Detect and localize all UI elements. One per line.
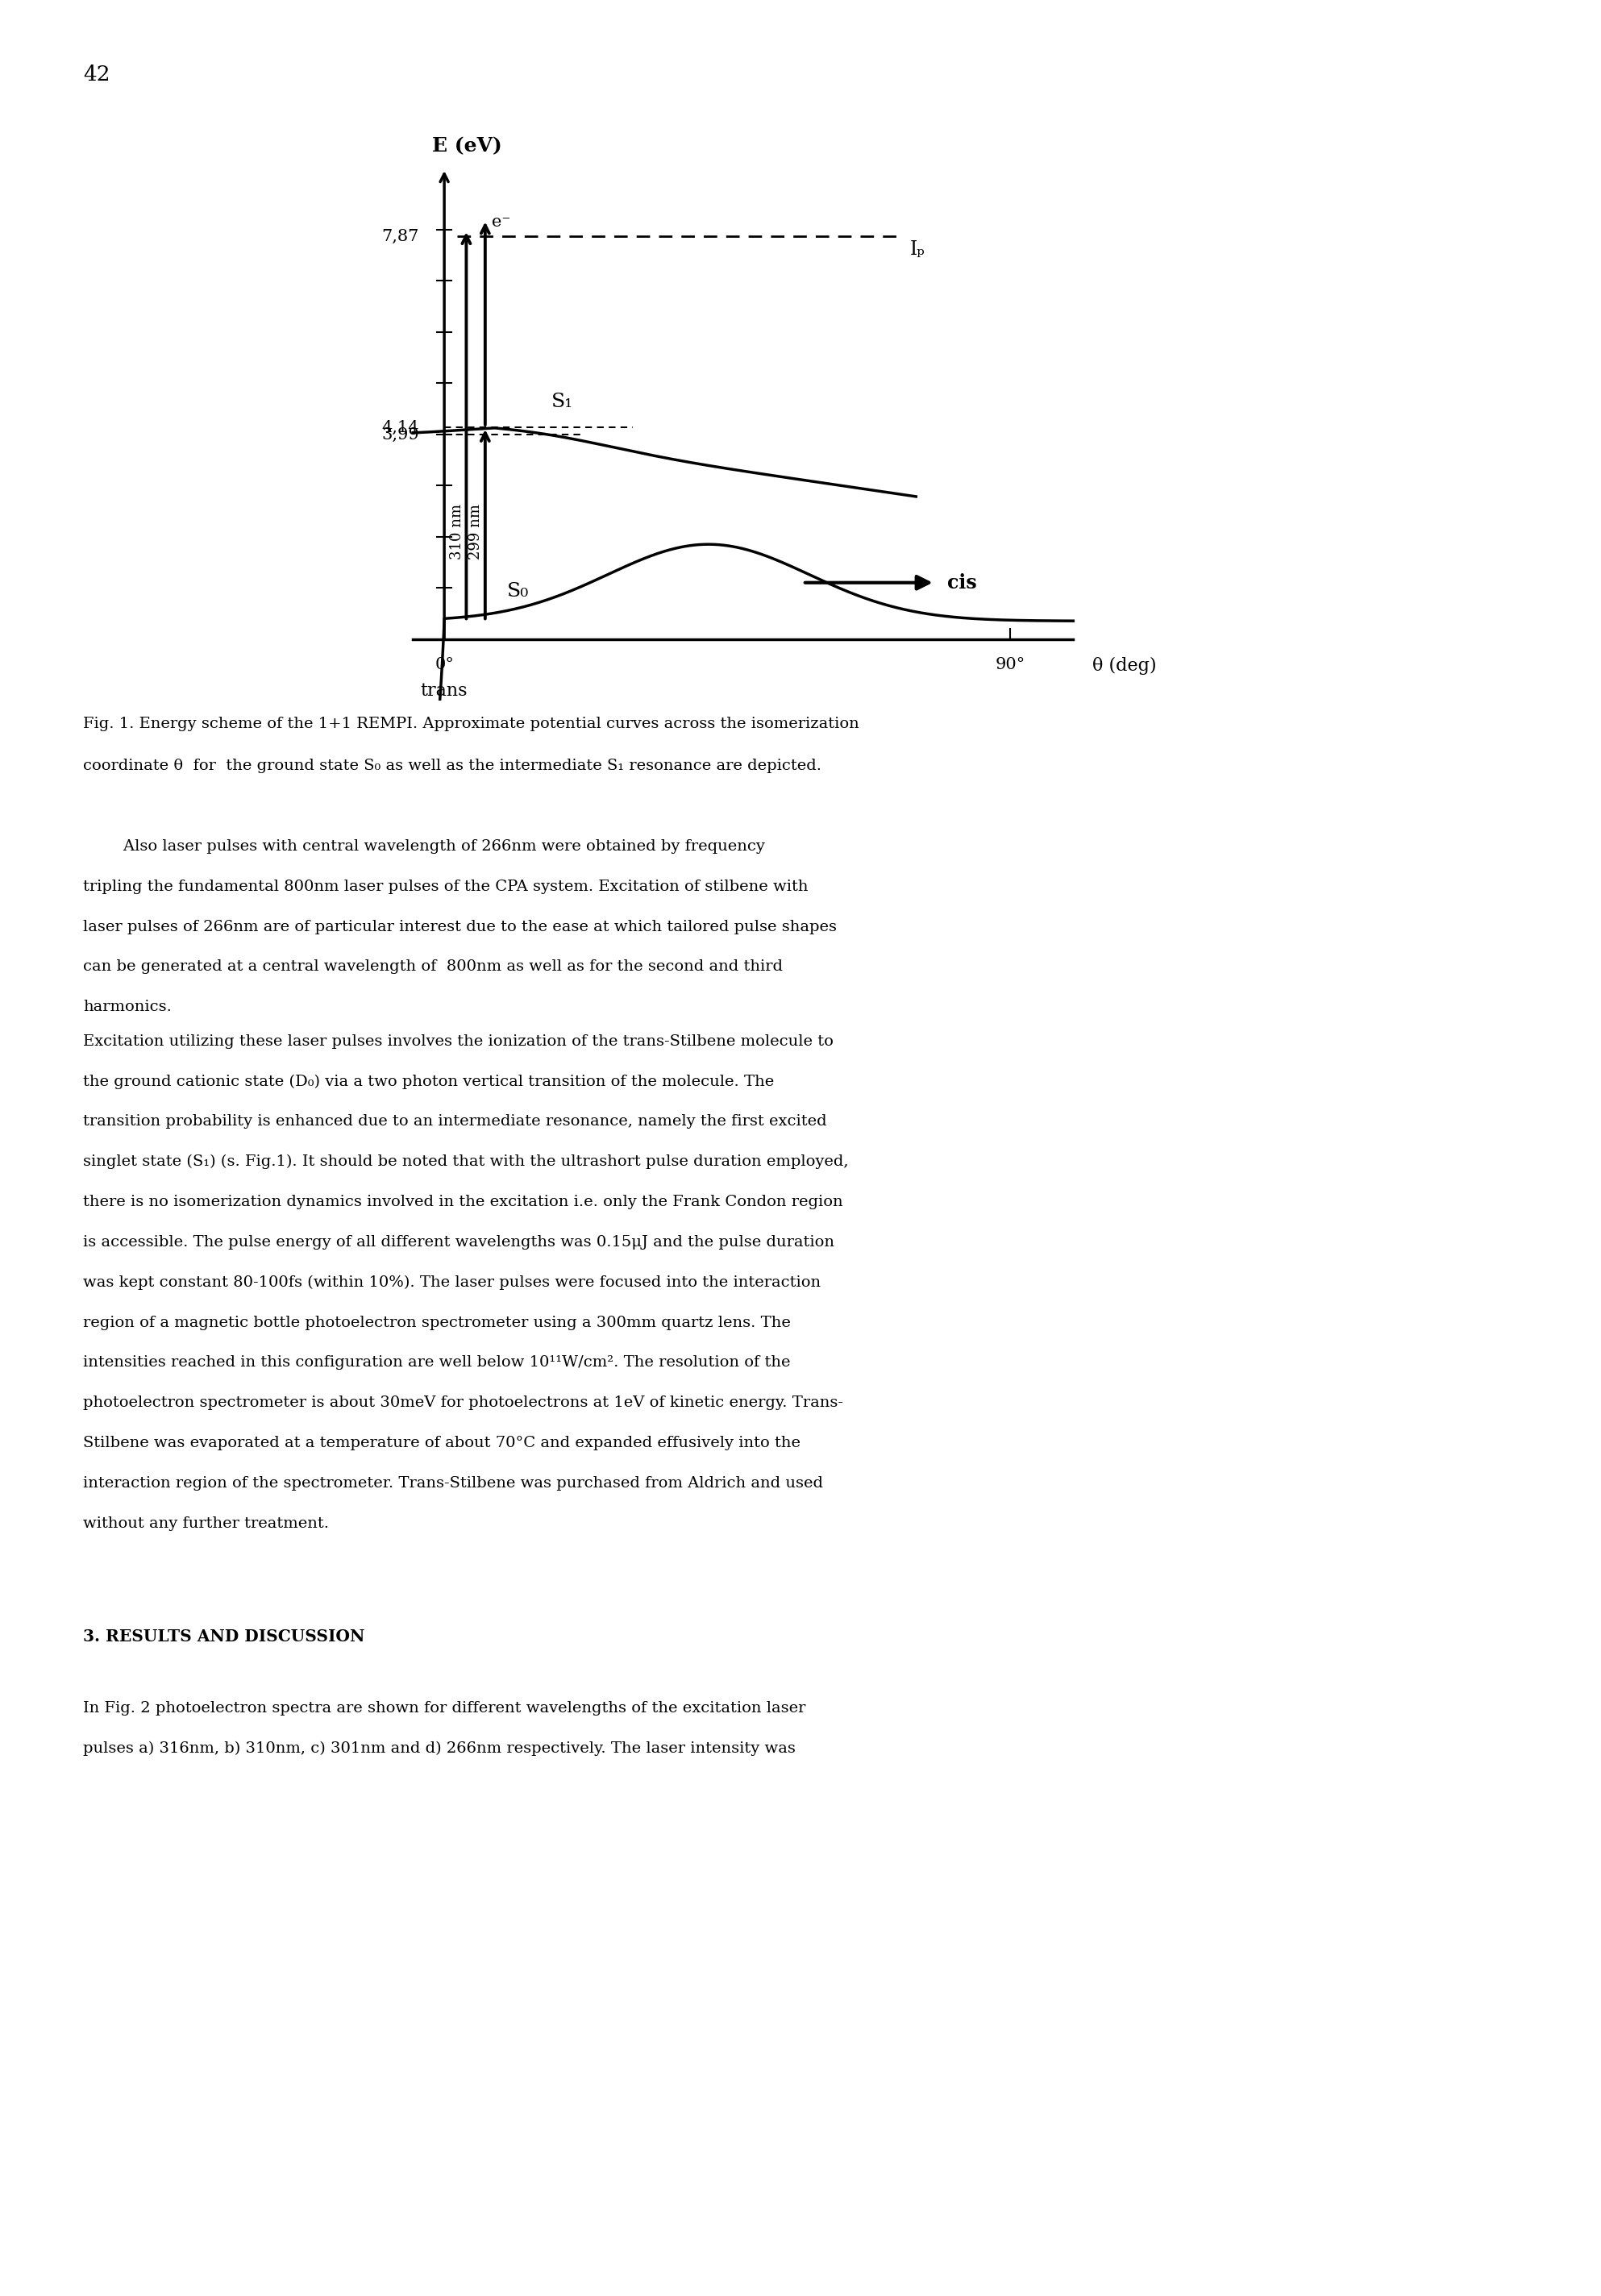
Text: is accessible. The pulse energy of all different wavelengths was 0.15μJ and the : is accessible. The pulse energy of all d… — [83, 1235, 834, 1249]
Text: region of a magnetic bottle photoelectron spectrometer using a 300mm quartz lens: region of a magnetic bottle photoelectro… — [83, 1316, 791, 1329]
Text: Fig. 1. Energy scheme of the 1+1 REMPI. Approximate potential curves across the : Fig. 1. Energy scheme of the 1+1 REMPI. … — [83, 716, 860, 730]
Text: intensities reached in this configuration are well below 10¹¹W/cm². The resoluti: intensities reached in this configuratio… — [83, 1355, 791, 1371]
Text: 310 nm: 310 nm — [450, 503, 464, 560]
Text: 0°: 0° — [434, 657, 455, 673]
Text: singlet state (S₁) (s. Fig.1). It should be noted that with the ultrashort pulse: singlet state (S₁) (s. Fig.1). It should… — [83, 1155, 849, 1169]
Text: Also laser pulses with central wavelength of 266nm were obtained by frequency: Also laser pulses with central wavelengt… — [83, 840, 765, 854]
Text: harmonics.: harmonics. — [83, 1001, 171, 1015]
Text: pulses a) 316nm, b) 310nm, c) 301nm and d) 266nm respectively. The laser intensi: pulses a) 316nm, b) 310nm, c) 301nm and … — [83, 1740, 796, 1756]
Text: tripling the fundamental 800nm laser pulses of the CPA system. Excitation of sti: tripling the fundamental 800nm laser pul… — [83, 879, 809, 893]
Text: interaction region of the spectrometer. Trans-Stilbene was purchased from Aldric: interaction region of the spectrometer. … — [83, 1476, 823, 1490]
Text: the ground cationic state (D₀) via a two photon vertical transition of the molec: the ground cationic state (D₀) via a two… — [83, 1075, 775, 1088]
Text: 3,99: 3,99 — [381, 427, 419, 443]
Text: cis: cis — [948, 574, 977, 592]
Text: was kept constant 80-100fs (within 10%). The laser pulses were focused into the : was kept constant 80-100fs (within 10%).… — [83, 1274, 821, 1290]
Text: transition probability is enhanced due to an intermediate resonance, namely the : transition probability is enhanced due t… — [83, 1114, 828, 1130]
Text: Iₚ: Iₚ — [909, 241, 925, 259]
Text: Stilbene was evaporated at a temperature of about 70°C and expanded effusively i: Stilbene was evaporated at a temperature… — [83, 1435, 800, 1451]
Text: 90°: 90° — [996, 657, 1025, 673]
Text: 4,14: 4,14 — [381, 420, 419, 434]
Text: coordinate θ  for  the ground state S₀ as well as the intermediate S₁ resonance : coordinate θ for the ground state S₀ as … — [83, 758, 821, 774]
Text: 299 nm: 299 nm — [469, 503, 484, 560]
Text: E (eV): E (eV) — [432, 135, 501, 156]
Text: without any further treatment.: without any further treatment. — [83, 1515, 330, 1531]
Text: In Fig. 2 photoelectron spectra are shown for different wavelengths of the excit: In Fig. 2 photoelectron spectra are show… — [83, 1701, 805, 1715]
Text: 3. RESULTS AND DISCUSSION: 3. RESULTS AND DISCUSSION — [83, 1628, 365, 1644]
Text: S₁: S₁ — [551, 393, 573, 411]
Text: can be generated at a central wavelength of  800nm as well as for the second and: can be generated at a central wavelength… — [83, 960, 783, 974]
Text: photoelectron spectrometer is about 30meV for photoelectrons at 1eV of kinetic e: photoelectron spectrometer is about 30me… — [83, 1396, 844, 1410]
Text: e⁻: e⁻ — [492, 214, 511, 230]
Text: 7,87: 7,87 — [381, 230, 419, 243]
Text: Excitation utilizing these laser pulses involves the ionization of the trans-Sti: Excitation utilizing these laser pulses … — [83, 1033, 834, 1049]
Text: there is no isomerization dynamics involved in the excitation i.e. only the Fran: there is no isomerization dynamics invol… — [83, 1194, 844, 1210]
Text: S₀: S₀ — [508, 581, 530, 602]
Text: laser pulses of 266nm are of particular interest due to the ease at which tailor: laser pulses of 266nm are of particular … — [83, 921, 837, 934]
Text: 42: 42 — [83, 64, 110, 85]
Text: trans: trans — [421, 682, 467, 700]
Text: θ (deg): θ (deg) — [1092, 657, 1156, 675]
